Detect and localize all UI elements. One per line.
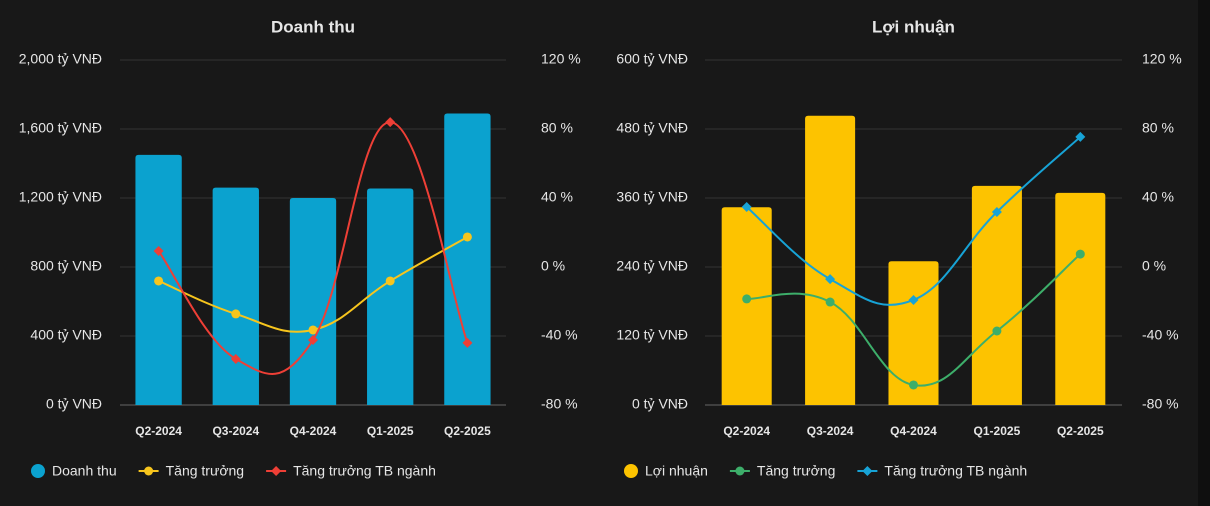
line-point [385, 117, 396, 128]
y-tick-label: 0 tỷ VNĐ [632, 396, 688, 412]
line [157, 121, 469, 375]
y2-tick-label: 120 % [1142, 51, 1182, 67]
x-tick-label: Q4-2024 [290, 424, 337, 438]
line-point [908, 294, 919, 305]
bar [1055, 192, 1106, 405]
line-point [462, 232, 472, 242]
line-point [741, 201, 752, 212]
legend-label: Tăng trưởng TB ngành [884, 463, 1027, 479]
y-tick-label: 240 tỷ VNĐ [616, 258, 688, 274]
scrollbar [1198, 0, 1210, 506]
legend-marker [144, 466, 154, 476]
y2-tick-label: 80 % [541, 120, 573, 136]
y2-tick-label: -40 % [1142, 327, 1179, 343]
chart-title: Lợi nhuận [872, 17, 955, 36]
legend-label: Tăng trưởng TB ngành [293, 463, 436, 479]
bar [289, 198, 337, 405]
bar [212, 187, 259, 405]
legend-marker [735, 466, 745, 476]
x-tick-label: Q3-2024 [212, 424, 259, 438]
y2-tick-label: 0 % [1142, 258, 1166, 274]
y-tick-label: 1,200 tỷ VNĐ [19, 189, 102, 205]
x-tick-label: Q2-2025 [1057, 424, 1104, 438]
y-tick-label: 2,000 tỷ VNĐ [19, 51, 102, 67]
bar [888, 261, 939, 405]
legend-marker [271, 466, 282, 476]
y2-tick-label: 120 % [541, 51, 581, 67]
y-tick-label: 480 tỷ VNĐ [616, 120, 688, 136]
y-tick-label: 120 tỷ VNĐ [616, 327, 688, 343]
y-tick-label: 600 tỷ VNĐ [616, 51, 688, 67]
y2-tick-label: 0 % [541, 258, 565, 274]
y-tick-label: 0 tỷ VNĐ [46, 396, 102, 412]
y2-tick-label: -80 % [541, 396, 578, 412]
line-point [825, 274, 836, 285]
line-point [1075, 131, 1086, 142]
line-point [154, 276, 164, 286]
bar [805, 115, 856, 406]
y-tick-label: 400 tỷ VNĐ [30, 327, 102, 343]
line-point [308, 334, 318, 345]
legend-marker [624, 464, 638, 478]
bar [721, 207, 772, 405]
legend-label: Doanh thu [52, 463, 117, 479]
line-point [231, 309, 241, 319]
y-tick-label: 800 tỷ VNĐ [30, 258, 102, 274]
line-point [992, 326, 1002, 336]
line-point [385, 276, 395, 286]
y2-tick-label: 40 % [541, 189, 573, 205]
line-point [1075, 249, 1085, 259]
x-tick-label: Q2-2024 [135, 424, 182, 438]
bar [367, 188, 414, 405]
chart-title: Doanh thu [271, 17, 355, 36]
x-tick-label: Q3-2024 [807, 424, 854, 438]
legend-marker [31, 464, 45, 478]
y-tick-label: 1,600 tỷ VNĐ [19, 120, 102, 136]
bar [444, 113, 491, 405]
y2-tick-label: 80 % [1142, 120, 1174, 136]
legend-label: Lợi nhuận [645, 463, 708, 479]
x-tick-label: Q1-2025 [974, 424, 1021, 438]
y2-tick-label: 40 % [1142, 189, 1174, 205]
x-tick-label: Q2-2025 [444, 424, 491, 438]
x-tick-label: Q1-2025 [367, 424, 414, 438]
legend-marker [862, 466, 873, 476]
line-point [462, 337, 473, 348]
line-point [308, 325, 318, 335]
line-point [825, 297, 835, 307]
legend-label: Tăng trưởng [757, 463, 835, 479]
legend-label: Tăng trưởng [166, 463, 244, 479]
y2-tick-label: -40 % [541, 327, 578, 343]
line-point [909, 380, 918, 390]
bar [971, 185, 1022, 405]
line-point [991, 206, 1002, 217]
y2-tick-label: -80 % [1142, 396, 1179, 412]
line-point [230, 353, 241, 364]
line-point [742, 294, 752, 304]
y-tick-label: 360 tỷ VNĐ [616, 189, 688, 205]
line-point [153, 245, 164, 256]
x-tick-label: Q2-2024 [723, 424, 770, 438]
x-tick-label: Q4-2024 [890, 424, 937, 438]
